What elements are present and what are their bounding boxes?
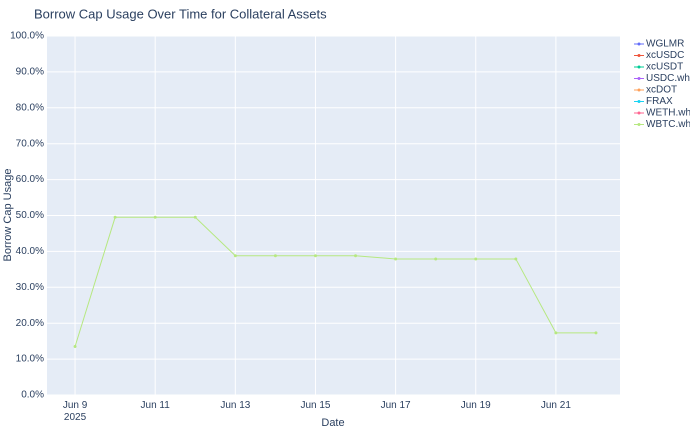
data-point: [434, 257, 438, 261]
data-point: [73, 345, 77, 349]
data-point: [273, 254, 277, 258]
y-tick-label: 0.0%: [21, 390, 44, 401]
legend-label: FRAX: [646, 96, 673, 107]
data-point: [113, 215, 117, 219]
data-point: [594, 331, 598, 335]
x-tick-label: Jun 9 2025: [63, 400, 88, 423]
legend-marker: [637, 54, 641, 57]
y-tick-label: 30.0%: [16, 282, 44, 293]
data-point: [394, 257, 398, 261]
legend-marker: [637, 42, 641, 46]
legend-marker: [637, 123, 641, 126]
legend-label: WBTC.wh: [646, 119, 690, 130]
data-point: [554, 331, 558, 335]
y-tick-label: 70.0%: [16, 138, 44, 149]
legend-label: xcUSDT: [646, 62, 683, 73]
legend-label: xcUSDC: [646, 50, 684, 61]
legend-marker: [637, 77, 641, 80]
legend-label: USDC.wh: [646, 73, 690, 84]
legend-marker: [637, 100, 641, 103]
legend-marker: [637, 111, 641, 115]
legend-marker: [637, 65, 641, 69]
x-tick-label: Jun 11: [141, 400, 171, 411]
legend-label: xcDOT: [646, 85, 677, 96]
y-tick-label: 100.0%: [10, 31, 44, 42]
x-axis-title: Date: [321, 417, 344, 429]
y-axis-title: Borrow Cap Usage: [2, 169, 14, 262]
y-tick-label: 90.0%: [16, 67, 44, 78]
data-point: [514, 257, 518, 261]
x-tick-label: Jun 17: [381, 400, 411, 411]
x-tick-label: Jun 21: [541, 400, 571, 411]
y-tick-label: 40.0%: [16, 246, 44, 257]
legend-marker: [637, 88, 641, 92]
legend-label: WETH.wh: [646, 108, 690, 119]
data-point: [193, 215, 197, 219]
x-tick-label: Jun 15: [300, 400, 330, 411]
data-point: [153, 215, 157, 219]
data-point: [313, 254, 317, 258]
y-tick-label: 80.0%: [16, 102, 44, 113]
y-tick-label: 20.0%: [16, 318, 44, 329]
y-tick-label: 50.0%: [16, 210, 44, 221]
chart-title: Borrow Cap Usage Over Time for Collatera…: [34, 6, 327, 21]
x-tick-label: Jun 19: [461, 400, 491, 411]
data-point: [474, 257, 478, 261]
series-line: [74, 216, 596, 347]
x-tick-label: Jun 13: [220, 400, 250, 411]
data-point: [354, 254, 358, 258]
y-tick-label: 10.0%: [16, 354, 44, 365]
legend-label: WGLMR: [646, 39, 684, 50]
data-point: [233, 254, 237, 258]
y-tick-label: 60.0%: [16, 174, 44, 185]
